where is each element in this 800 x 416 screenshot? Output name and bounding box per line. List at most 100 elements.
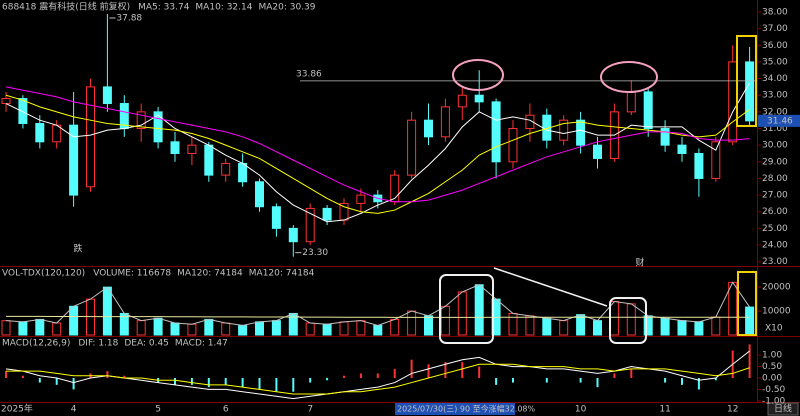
volume-bar — [153, 317, 163, 336]
candle-body — [440, 106, 450, 138]
volume-bar — [609, 301, 619, 336]
legend-entry: MACD: 1.47 — [175, 339, 228, 349]
x-tick-label: 7 — [307, 405, 313, 415]
volume-bar — [136, 320, 146, 336]
y-tick-label: -0.50 — [762, 385, 786, 395]
candle-body — [474, 94, 484, 103]
volume-bar — [542, 317, 552, 336]
y-tick-label: 37.00 — [762, 24, 788, 34]
cursor-label: 2025/07/30(三) 90 至今涨幅32.08% — [397, 404, 536, 414]
y-tick-label: 36.00 — [762, 41, 788, 51]
volume-bar — [255, 321, 264, 336]
highlight-box — [737, 271, 757, 336]
candle-body — [525, 114, 535, 130]
y-tick-label: -1.00 — [762, 396, 786, 406]
candle-body — [1, 98, 11, 105]
candle-body — [643, 91, 653, 130]
volume-bar — [187, 323, 197, 336]
volume-bar — [440, 305, 450, 336]
panel-title: MACD(12,26,9) — [2, 339, 70, 349]
candle-body — [491, 101, 501, 163]
indicator-line — [5, 350, 750, 400]
candle-body — [271, 206, 281, 229]
period-button-label[interactable]: 日线 — [774, 403, 792, 415]
candle-body — [457, 94, 467, 108]
volume-bar — [102, 286, 112, 336]
candle-body — [305, 207, 315, 243]
volume-bar — [525, 315, 535, 336]
indicator-line — [5, 94, 750, 214]
volume-bar — [424, 315, 433, 336]
candle-body — [694, 152, 704, 179]
candle-body — [35, 123, 45, 143]
candle-body — [728, 61, 738, 143]
candle-body — [576, 119, 586, 146]
volume-bar — [474, 284, 484, 336]
x-tick-label: 2025年 — [1, 403, 33, 415]
volume-bar — [204, 318, 214, 336]
candle-body — [153, 111, 163, 143]
y-tick-label: 34.00 — [762, 74, 788, 84]
indicator-line — [6, 363, 750, 395]
volume-bar — [170, 322, 180, 336]
candle-body — [660, 128, 670, 146]
highlight-box — [609, 297, 647, 344]
candle-body — [18, 98, 28, 125]
indicator-line — [5, 86, 750, 203]
legend-entry: MA10: 32.14 — [195, 3, 252, 13]
y-tick-label: 26.00 — [762, 207, 788, 217]
volume-bar — [221, 322, 231, 336]
candle-body — [677, 144, 687, 154]
volume-bar — [457, 291, 467, 336]
candle-body — [69, 124, 79, 196]
volume-bar — [18, 321, 28, 336]
volume-bar — [390, 318, 400, 336]
y-tick-label: 23.00 — [762, 257, 788, 267]
y-tick-label: 27.00 — [762, 191, 788, 201]
volume-bar — [407, 310, 417, 336]
legend-entry: VOLUME: 116678 — [93, 269, 171, 279]
y-tick-label: 38.00 — [762, 7, 788, 17]
candle-body — [626, 91, 636, 113]
volume-bar — [69, 305, 79, 336]
candle-body — [136, 111, 146, 130]
y-tick-label: 20000 — [762, 283, 791, 293]
high-label: 37.88 — [116, 13, 142, 23]
y-tick-label: 33.00 — [762, 91, 788, 101]
period-button[interactable] — [767, 402, 799, 416]
highlight-ellipse — [452, 59, 504, 91]
panel-title: VOL-TDX(120,120) — [2, 269, 85, 279]
volume-bar — [339, 321, 349, 336]
candle-body — [593, 144, 602, 159]
volume-bar — [559, 320, 569, 336]
candle-body — [508, 128, 518, 163]
y-tick-label: 0.00 — [762, 374, 782, 384]
candle-body — [745, 61, 755, 122]
legend-entry: MA120: 74184 — [177, 269, 243, 279]
trend-arrow — [493, 267, 608, 307]
volume-bar — [35, 318, 45, 336]
highlight-box — [736, 35, 757, 127]
y-tick-label: 31.00 — [762, 124, 788, 134]
volume-bar — [373, 324, 383, 336]
legend-entry: MA5: 33.74 — [138, 3, 190, 13]
highlight-box — [439, 274, 494, 344]
y-tick-label: 29.00 — [762, 157, 788, 167]
volume-bar — [728, 281, 738, 336]
highlight-ellipse — [600, 61, 658, 93]
volume-bar — [52, 322, 62, 336]
volume-bar — [508, 312, 518, 336]
last-price: 31.46 — [767, 116, 793, 126]
indicator-line — [5, 82, 751, 223]
y-tick-label: 1.00 — [762, 351, 782, 361]
panel-title: 688418 震有科技(日线 前复权) — [2, 1, 130, 13]
legend-entry: DEA: 0.45 — [124, 339, 169, 349]
volume-bar — [677, 320, 687, 336]
volume-bar — [626, 303, 636, 336]
x-tick-label: 11 — [659, 405, 670, 415]
annotations — [439, 35, 757, 344]
volume-bar — [238, 324, 248, 336]
candle-body — [322, 207, 332, 221]
y-tick-label: 10000 — [762, 307, 791, 317]
